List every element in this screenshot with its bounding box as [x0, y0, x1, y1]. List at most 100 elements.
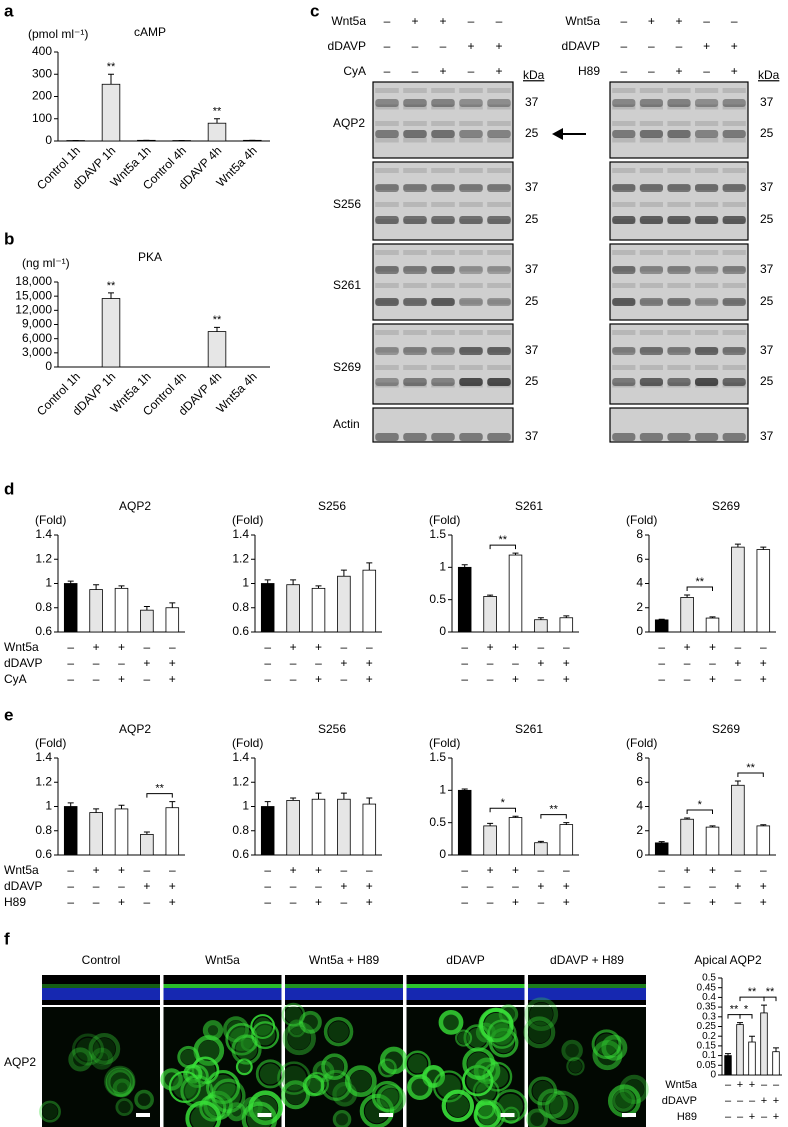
micrograph	[39, 975, 160, 1127]
cell	[302, 1074, 325, 1097]
treatment-sign: –	[512, 656, 519, 670]
blot-smear	[431, 382, 455, 388]
blot-smear	[431, 88, 455, 93]
y-tick-label: 1	[242, 576, 249, 590]
treatment-name: H89	[4, 895, 26, 909]
treatment-sign: +	[340, 656, 347, 670]
treatment-sign: +	[537, 656, 544, 670]
treatment-sign: –	[412, 39, 419, 53]
y-tick-label: 0.8	[35, 823, 52, 837]
y-tick-label: 0	[45, 133, 52, 147]
scale-bar	[257, 1113, 272, 1117]
error-bar	[773, 1047, 779, 1052]
blot-band	[695, 99, 719, 107]
kda-marker: 37	[525, 343, 539, 357]
blot-band	[431, 378, 455, 386]
bar	[63, 806, 78, 856]
blot-strip	[372, 81, 514, 159]
significance-bracket	[489, 544, 516, 550]
cell	[344, 1065, 377, 1097]
blot-smear	[639, 137, 663, 143]
treatment-sign: –	[760, 640, 767, 654]
cell	[281, 1002, 306, 1027]
blot-band	[667, 266, 691, 274]
blot-band	[639, 184, 663, 192]
y-tick-label: 18,000	[15, 274, 52, 288]
cell	[462, 1065, 494, 1097]
blot-smear	[612, 104, 636, 110]
blot-smear	[487, 88, 511, 93]
treatment-sign: +	[439, 14, 446, 28]
blot-band	[403, 298, 427, 306]
treatment-sign: –	[67, 895, 74, 909]
blot-band	[375, 347, 399, 355]
treatment-sign: +	[118, 672, 125, 686]
treatment-sign: –	[735, 863, 742, 877]
blot-smear	[612, 121, 636, 126]
treatment-sign: –	[731, 14, 738, 28]
treatment-sign: +	[563, 656, 570, 670]
blot-smear	[375, 365, 399, 370]
blot-smear	[722, 168, 746, 173]
cell	[255, 1059, 285, 1089]
blot-band	[375, 433, 399, 441]
y-tick-label: 2	[636, 823, 643, 837]
significance: **	[499, 534, 508, 546]
y-tick-label: 6	[636, 774, 643, 788]
blot-band	[375, 298, 399, 306]
blot-smear	[667, 88, 691, 93]
treatment-sign: –	[144, 863, 151, 877]
cell	[472, 1078, 500, 1106]
treatment-sign: +	[703, 39, 710, 53]
treatment-sign: –	[735, 895, 742, 909]
cell	[71, 1033, 105, 1066]
error-bar	[214, 118, 220, 124]
blot-band	[612, 298, 636, 306]
blot-smear	[375, 104, 399, 110]
bar	[508, 554, 523, 633]
error-bar	[264, 801, 271, 807]
xz-nuclei	[163, 988, 282, 1000]
bar	[165, 807, 180, 856]
treatment-sign: +	[495, 64, 502, 78]
blot-smear	[459, 104, 483, 110]
error-bar	[461, 564, 468, 568]
blot-row-label: S256	[333, 197, 361, 211]
blot-smear	[403, 137, 427, 143]
y-tick-label: 4	[636, 799, 643, 813]
y-tick-label: 0.3	[702, 1011, 716, 1022]
treatment-sign: –	[118, 656, 125, 670]
treatment-sign: +	[439, 64, 446, 78]
bar	[760, 1012, 768, 1076]
treatment-sign: –	[538, 640, 545, 654]
blot-smear	[375, 347, 399, 353]
kda-marker: 25	[525, 294, 539, 308]
error-bar	[537, 840, 544, 843]
treatment-sign: –	[264, 879, 271, 893]
treatment-sign: +	[340, 879, 347, 893]
blot-image	[609, 323, 749, 405]
treatment-sign: –	[461, 895, 468, 909]
blot-band	[459, 298, 483, 306]
blot-smear	[487, 137, 511, 143]
error-bar	[315, 792, 322, 800]
blot-smear	[431, 250, 455, 255]
treatment-sign: +	[709, 895, 716, 909]
cell	[493, 1089, 528, 1124]
blot-band	[695, 130, 719, 138]
blot-band	[403, 216, 427, 224]
error-bar	[118, 585, 125, 589]
blot-row-label: S261	[333, 278, 361, 292]
blot-smear	[459, 137, 483, 143]
bar	[260, 806, 275, 856]
y-tick-label: 0.35	[697, 1002, 717, 1013]
xz-apical	[42, 984, 160, 988]
treatment-sign: +	[675, 14, 682, 28]
treatment-sign: –	[773, 1079, 780, 1091]
blot-band	[695, 347, 719, 355]
treatment-sign: –	[760, 863, 767, 877]
treatment-name: Wnt5a	[565, 14, 600, 28]
y-tick-label: 1.5	[429, 527, 446, 541]
cell	[524, 997, 559, 1031]
